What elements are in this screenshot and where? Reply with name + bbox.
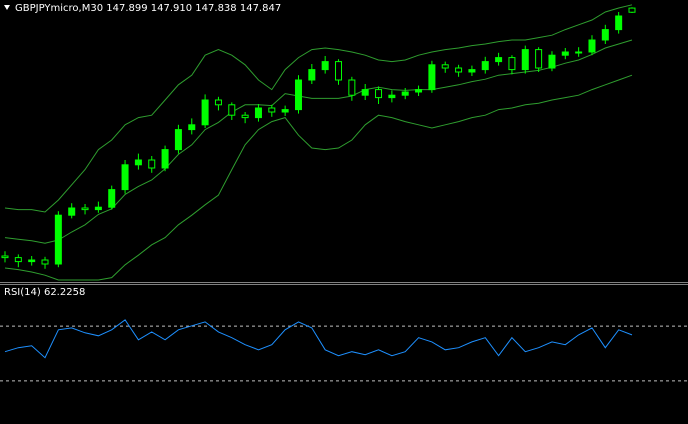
candle-body [28,259,36,263]
candle-body [375,89,383,99]
candle-body [521,49,529,71]
candle-body [294,79,302,111]
candle-body [308,69,316,81]
candle-body [1,255,9,259]
price-pane [1,4,636,281]
candle-body [441,64,449,69]
candle-body [68,207,76,216]
candle-body [361,89,369,96]
candle-body [575,51,583,54]
candle-body [348,79,356,96]
rsi-pane [0,319,688,382]
candle-body [14,257,22,263]
indicator-title: RSI(14) 62.2258 [4,287,85,298]
chart-title: GBPJPYmicro,M30 147.899 147.910 147.838 … [15,3,281,14]
candle-body [415,89,423,93]
candle-body [188,124,196,131]
candle-body [161,149,169,169]
candle-body [401,91,409,96]
band-line [4,4,633,213]
candle-body [321,61,329,71]
candle-body [561,51,569,56]
candle-body [254,107,262,119]
candle-body [481,61,489,71]
candle-body [174,129,182,151]
band-line [4,74,633,281]
candle-body [468,69,476,73]
candle-body [508,57,516,71]
menu-triangle[interactable] [4,5,10,10]
candle-body [134,159,142,166]
candle-body [241,114,249,119]
candle-body [548,54,556,69]
candle-body [601,29,609,41]
candle-body [108,189,116,208]
band-line [4,39,633,244]
candle-body [54,214,62,265]
candle-body [41,259,49,265]
candle-body [628,7,636,13]
candle-body [535,49,543,69]
candle-body [455,67,463,73]
candle-body [495,57,503,63]
candle-body [94,206,102,211]
candle-body [121,164,129,191]
candle-body [428,64,436,91]
candle-body [228,104,236,116]
candle-body [268,107,276,113]
candle-body [615,15,623,31]
candle-body [588,39,596,53]
candle-body [214,99,222,106]
candle-body [281,109,289,113]
rsi-line [4,319,633,359]
candle-body [335,61,343,81]
candle-body [148,159,156,169]
candle-body [388,94,396,99]
candle-body [81,207,89,211]
candle-body [201,99,209,126]
